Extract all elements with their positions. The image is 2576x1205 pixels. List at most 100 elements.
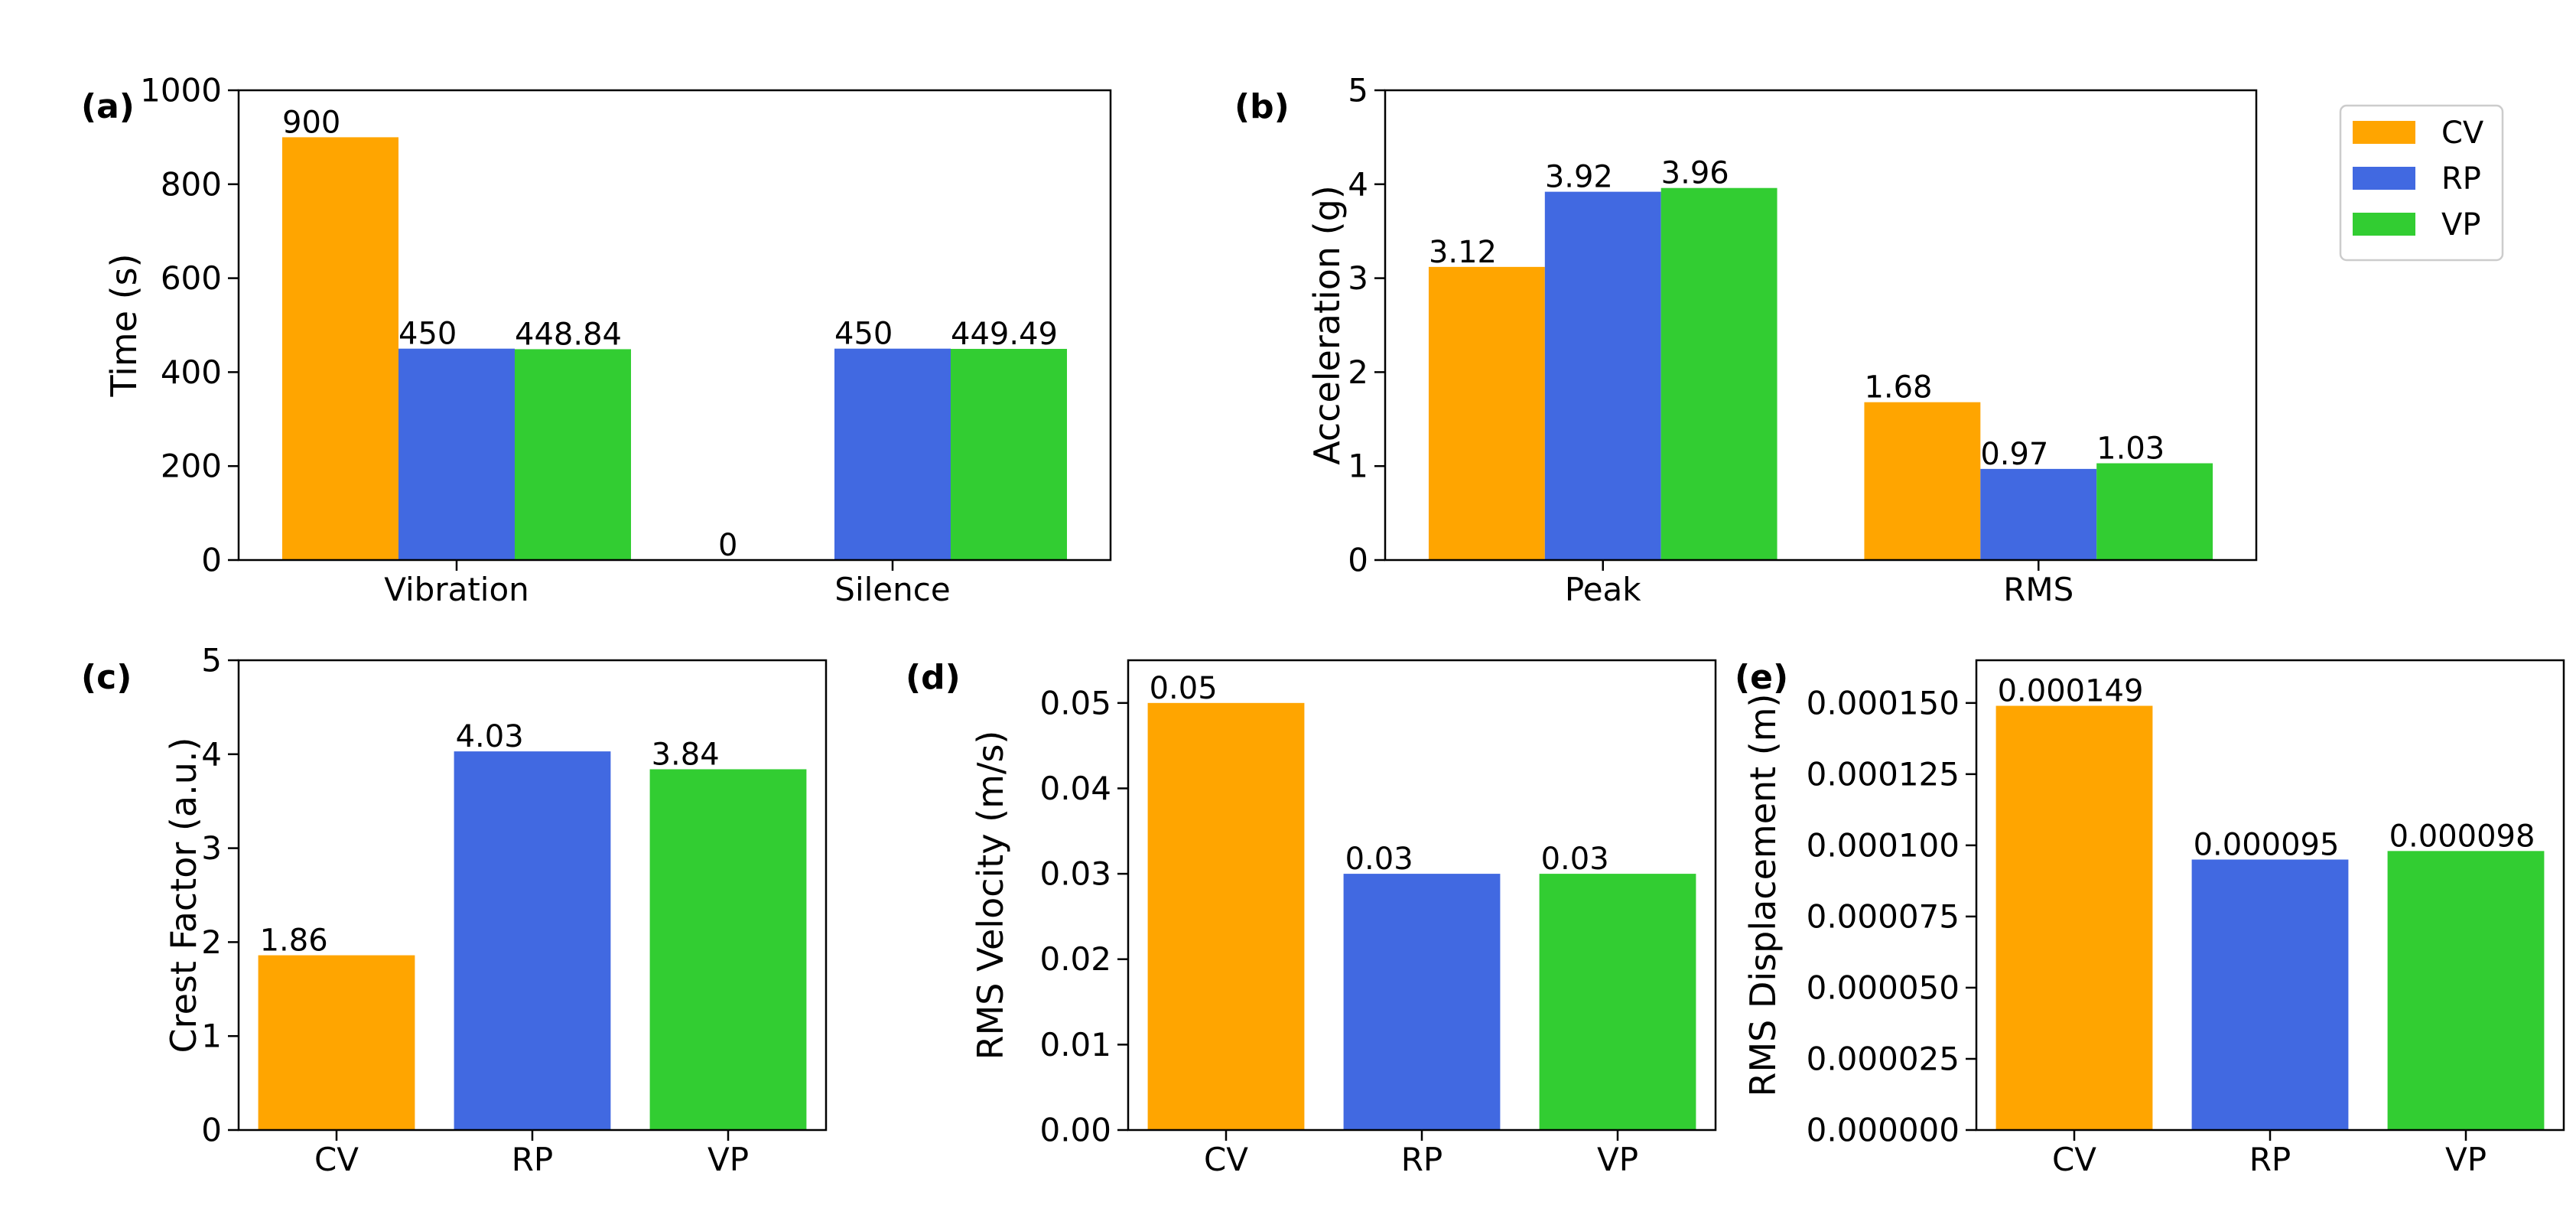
x-tick-label: VP [707, 1141, 749, 1178]
y-tick-label: 0 [201, 542, 222, 579]
data-label: 450 [398, 317, 457, 352]
bar-cv-rms [1864, 402, 1981, 560]
data-label: 1.68 [1864, 370, 1932, 405]
panel-d: (d) 0.00 0.01 0.02 0.03 0.04 0.05 RMS Velocity … [906, 658, 1717, 1178]
bar-rp-silence [834, 348, 951, 560]
bar-vp-peak [1660, 187, 1778, 560]
y-tick-label: 4 [201, 735, 222, 773]
x-tick-label: RP [1401, 1141, 1443, 1178]
bar-vp [1539, 874, 1696, 1130]
data-label: 448.84 [515, 317, 622, 352]
legend-swatch-rp [2353, 167, 2415, 190]
y-tick-label: 4 [1348, 165, 1368, 203]
bar-vp-vibration [515, 349, 631, 560]
legend-swatch-cv [2353, 121, 2415, 144]
data-label: 450 [834, 317, 893, 352]
y-tick-label: 0.000100 [1807, 826, 1960, 864]
bar-rp-rms [1980, 468, 2097, 560]
x-tick-label: Peak [1565, 571, 1641, 608]
legend-swatch-vp [2353, 213, 2415, 236]
data-label: 0.000098 [2389, 819, 2535, 854]
y-tick-label: 0.03 [1039, 855, 1111, 893]
bar-rp-peak [1544, 191, 1661, 560]
x-tick-label: RP [512, 1141, 554, 1178]
bar-rp-vibration [398, 348, 515, 560]
x-tick-label: VP [1597, 1141, 1638, 1178]
y-tick-label: 3 [1348, 259, 1368, 297]
data-label: 3.12 [1429, 235, 1497, 270]
y-axis-label: Time (s) [103, 253, 145, 397]
x-tick-label: RMS [2003, 571, 2073, 608]
y-tick-label: 0.000025 [1807, 1040, 1960, 1077]
y-tick-label: 1 [201, 1018, 222, 1055]
legend-label-vp: VP [2441, 207, 2480, 243]
plot-frame [237, 659, 828, 1132]
bar-rp [1343, 874, 1501, 1130]
plot-frame [237, 89, 1112, 562]
bar-cv [1147, 702, 1305, 1130]
y-tick-label: 1000 [140, 72, 222, 109]
panel-label: (b) [1234, 87, 1290, 126]
plot-frame [1384, 89, 2258, 562]
bar-cv-peak [1428, 266, 1545, 560]
y-tick-label: 3 [201, 829, 222, 867]
x-tick-label: RP [2249, 1141, 2291, 1178]
panel-label: (a) [81, 87, 135, 126]
data-label: 900 [282, 105, 340, 140]
data-label: 0.05 [1150, 671, 1218, 706]
bar-cv-vibration [282, 137, 398, 560]
y-tick-label: 5 [201, 642, 222, 679]
x-tick-label: CV [2052, 1141, 2096, 1178]
bar-cv [1995, 705, 2153, 1130]
panel-c: (c) 0 1 2 3 4 5 Crest Factor (a.u.) 1.86 CV 4.03 RP… [81, 642, 828, 1178]
legend-label-cv: CV [2441, 116, 2484, 151]
data-label: 3.84 [652, 737, 720, 772]
panel-b: (b) 0 1 2 3 4 5 Acceleration (g) Peak 3.12 3.92 3.9… [1234, 72, 2258, 608]
y-tick-label: 0.01 [1039, 1026, 1111, 1063]
panel-label: (e) [1735, 658, 1788, 697]
bar-vp [649, 769, 807, 1130]
data-label: 3.92 [1545, 160, 1613, 195]
x-tick-label: CV [314, 1141, 359, 1178]
y-tick-label: 0.000125 [1807, 755, 1960, 793]
data-label: 0.03 [1345, 842, 1413, 877]
bar-vp [2387, 851, 2545, 1130]
y-tick-label: 800 [161, 165, 222, 203]
y-tick-label: 5 [1348, 72, 1368, 109]
panel-label: (c) [81, 658, 132, 697]
panel-a: (a) 0 200 400 600 800 1000 Time (s) Vibration 900… [81, 72, 1112, 608]
y-axis-label: RMS Displacement (m) [1742, 693, 1784, 1096]
x-tick-label: Vibration [384, 571, 529, 608]
x-tick-label: CV [1204, 1141, 1248, 1178]
data-label: 0.000095 [2194, 827, 2340, 862]
legend: CV RP VP [2339, 104, 2504, 262]
data-label: 0.000149 [1998, 674, 2144, 709]
y-tick-label: 0.04 [1039, 770, 1111, 807]
x-tick-label: Silence [834, 571, 950, 608]
data-label: 3.96 [1661, 156, 1729, 191]
y-tick-label: 0.000050 [1807, 969, 1960, 1006]
y-axis-label: Acceleration (g) [1306, 185, 1348, 465]
legend-label-rp: RP [2441, 161, 2481, 197]
y-tick-label: 0.000075 [1807, 897, 1960, 935]
data-label: 4.03 [456, 719, 524, 754]
bar-rp [2191, 859, 2349, 1130]
y-tick-label: 0.02 [1039, 940, 1111, 978]
y-tick-label: 2 [1348, 353, 1368, 391]
y-tick-label: 2 [201, 923, 222, 961]
bar-rp [454, 751, 611, 1130]
data-label: 1.03 [2096, 432, 2165, 467]
data-label: 0.03 [1541, 842, 1609, 877]
bar-vp-rms [2096, 463, 2213, 560]
bar-cv [258, 955, 415, 1130]
data-label: 0.97 [1980, 437, 2048, 472]
y-tick-label: 0 [201, 1112, 222, 1149]
panel-e: (e) 0.000000 0.000025 0.000050 0.000075 0.000… [1735, 658, 2565, 1178]
bar-vp-silence [951, 349, 1067, 560]
y-tick-label: 0 [1348, 542, 1368, 579]
y-tick-label: 0.00 [1039, 1112, 1111, 1149]
y-tick-label: 400 [161, 353, 222, 391]
y-tick-label: 600 [161, 259, 222, 297]
y-tick-label: 0.05 [1039, 684, 1111, 721]
plot-frame [1975, 659, 2565, 1132]
